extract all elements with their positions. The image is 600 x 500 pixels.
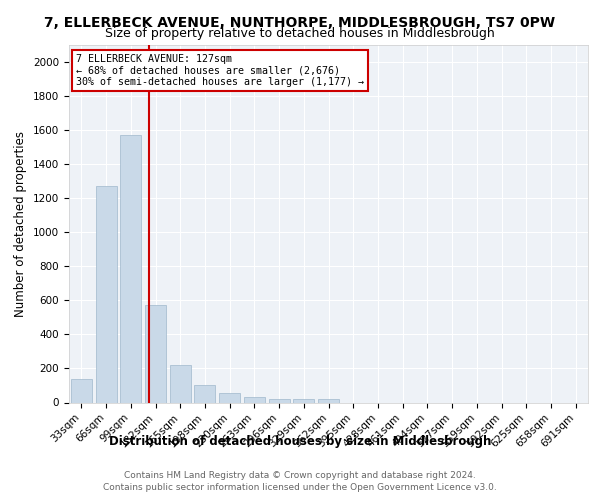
Text: Distribution of detached houses by size in Middlesbrough: Distribution of detached houses by size … xyxy=(109,435,491,448)
Bar xyxy=(244,398,265,402)
Bar xyxy=(95,186,116,402)
Y-axis label: Number of detached properties: Number of detached properties xyxy=(14,130,28,317)
Bar xyxy=(71,378,92,402)
Bar xyxy=(145,306,166,402)
Text: Size of property relative to detached houses in Middlesbrough: Size of property relative to detached ho… xyxy=(105,27,495,40)
Bar xyxy=(269,399,290,402)
Bar xyxy=(318,399,339,402)
Text: Contains HM Land Registry data © Crown copyright and database right 2024.: Contains HM Land Registry data © Crown c… xyxy=(124,471,476,480)
Bar xyxy=(194,386,215,402)
Bar xyxy=(120,135,141,402)
Text: 7, ELLERBECK AVENUE, NUNTHORPE, MIDDLESBROUGH, TS7 0PW: 7, ELLERBECK AVENUE, NUNTHORPE, MIDDLESB… xyxy=(44,16,556,30)
Text: 7 ELLERBECK AVENUE: 127sqm
← 68% of detached houses are smaller (2,676)
30% of s: 7 ELLERBECK AVENUE: 127sqm ← 68% of deta… xyxy=(76,54,364,87)
Bar xyxy=(170,365,191,403)
Text: Contains public sector information licensed under the Open Government Licence v3: Contains public sector information licen… xyxy=(103,483,497,492)
Bar xyxy=(219,393,240,402)
Bar xyxy=(293,399,314,402)
